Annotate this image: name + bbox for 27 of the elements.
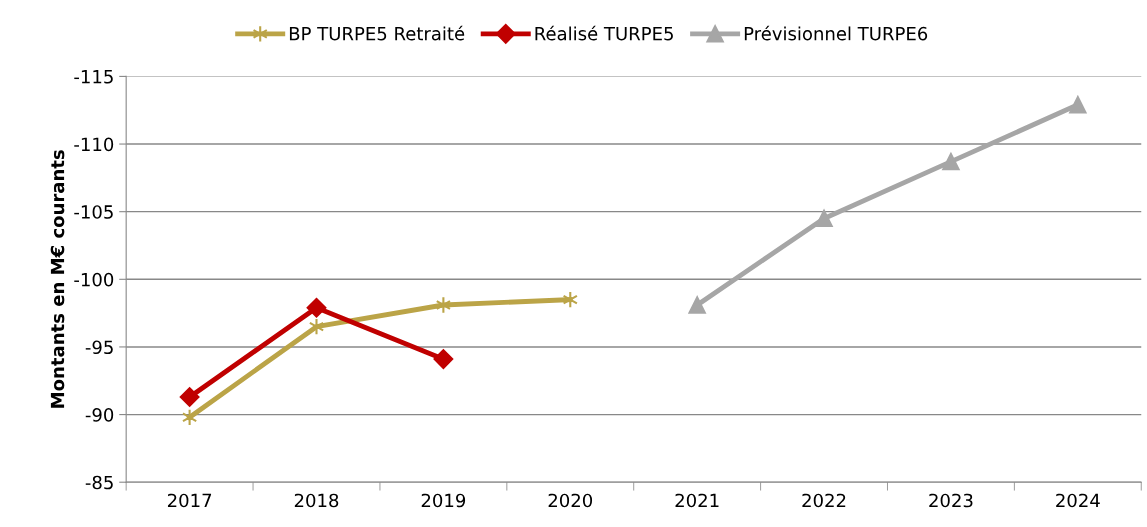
- x-tick-label: 2023: [929, 493, 973, 508]
- x-tick-label: 2022: [802, 493, 846, 508]
- y-axis-title: Montants en M€ courants: [50, 150, 65, 408]
- point: [1069, 96, 1087, 114]
- y-tick-label: -110: [74, 137, 114, 152]
- x-tick-label: 2018: [294, 493, 339, 508]
- y-tick-label: -105: [74, 205, 113, 219]
- x-tick-label: 2020: [548, 493, 593, 508]
- legend-label: BP TURPE5 Retraité: [289, 25, 465, 41]
- legend-label: Réalisé TURPE5: [535, 25, 673, 41]
- x-tick-label: 2019: [421, 493, 466, 508]
- point: [433, 349, 454, 369]
- y-tick-label: -85: [85, 475, 113, 490]
- x-tick-label: 2021: [675, 493, 719, 508]
- y-tick-label: -100: [74, 272, 114, 287]
- point: [179, 387, 200, 407]
- point: [942, 152, 960, 171]
- y-tick-label: -115: [74, 70, 113, 84]
- point: [815, 209, 833, 228]
- x-tick-label: 2024: [1056, 493, 1100, 508]
- x-tick-label: 2017: [167, 493, 212, 508]
- y-tick-label: -95: [85, 340, 113, 355]
- point: [308, 317, 325, 336]
- legend-label: Prévisionnel TURPE6: [744, 25, 928, 41]
- point: [306, 297, 327, 318]
- y-tick-label: -90: [85, 408, 114, 422]
- point: [688, 296, 706, 314]
